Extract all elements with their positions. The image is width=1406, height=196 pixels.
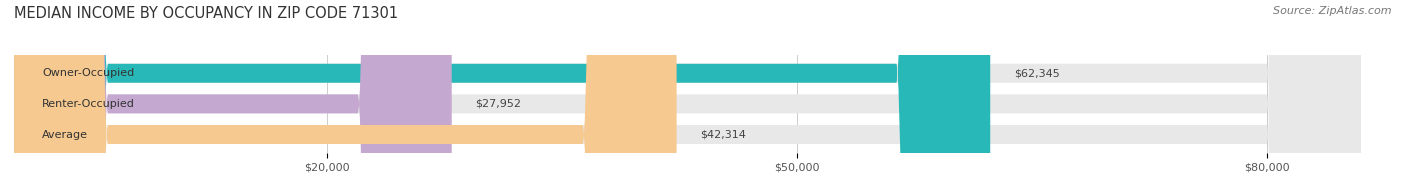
- Text: $42,314: $42,314: [700, 130, 747, 140]
- FancyBboxPatch shape: [14, 0, 990, 196]
- Text: $62,345: $62,345: [1014, 68, 1060, 78]
- FancyBboxPatch shape: [14, 0, 676, 196]
- Text: $27,952: $27,952: [475, 99, 522, 109]
- FancyBboxPatch shape: [14, 0, 1361, 196]
- Text: Renter-Occupied: Renter-Occupied: [42, 99, 135, 109]
- Text: Source: ZipAtlas.com: Source: ZipAtlas.com: [1274, 6, 1392, 16]
- Text: MEDIAN INCOME BY OCCUPANCY IN ZIP CODE 71301: MEDIAN INCOME BY OCCUPANCY IN ZIP CODE 7…: [14, 6, 398, 21]
- FancyBboxPatch shape: [14, 0, 451, 196]
- FancyBboxPatch shape: [14, 0, 1361, 196]
- FancyBboxPatch shape: [14, 0, 1361, 196]
- Text: Average: Average: [42, 130, 89, 140]
- Text: Owner-Occupied: Owner-Occupied: [42, 68, 135, 78]
